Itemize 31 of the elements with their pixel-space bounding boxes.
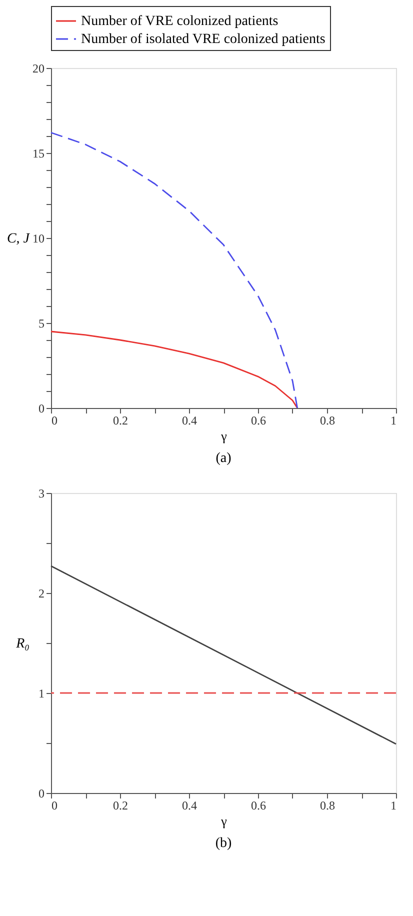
y-tick-label: 20 xyxy=(32,62,44,76)
y-tick-label: 0 xyxy=(38,786,44,800)
x-tick-label: 0.2 xyxy=(113,414,128,428)
legend-label: Number of VRE colonized patients xyxy=(81,14,278,29)
x-tick-label: 0 xyxy=(52,798,58,812)
x-tick-label: 0.8 xyxy=(320,414,335,428)
x-tick-label: 0.8 xyxy=(320,798,335,812)
line-series xyxy=(50,330,298,409)
x-tick-label: 1 xyxy=(390,414,396,428)
x-axis-title: γ xyxy=(220,428,228,444)
y-tick-label: 10 xyxy=(32,232,44,246)
y-tick-label: 0 xyxy=(38,402,44,416)
x-axis-title: γ xyxy=(220,814,228,828)
y-tick-label: 1 xyxy=(38,686,44,700)
y-tick-label: 3 xyxy=(38,486,44,500)
y-tick-label: 2 xyxy=(38,586,44,600)
x-tick-label: 0.4 xyxy=(182,798,197,812)
y-axis-title: R₀ xyxy=(15,636,30,652)
y-tick-label: 5 xyxy=(38,316,44,330)
legend-label: Number of isolated VRE colonized patients xyxy=(81,32,326,47)
text: (b) xyxy=(215,836,232,851)
x-tick-label: 0.4 xyxy=(182,414,197,428)
x-tick-label: 0.6 xyxy=(251,798,266,812)
x-tick-label: 0 xyxy=(52,414,58,428)
y-axis-title: C, J xyxy=(6,232,30,246)
x-tick-label: 0.2 xyxy=(113,798,128,812)
x-tick-label: 0.6 xyxy=(251,414,266,428)
line-series xyxy=(50,132,298,409)
y-tick-label: 15 xyxy=(32,146,44,160)
x-tick-label: 1 xyxy=(390,798,396,812)
text: (a) xyxy=(216,451,232,466)
